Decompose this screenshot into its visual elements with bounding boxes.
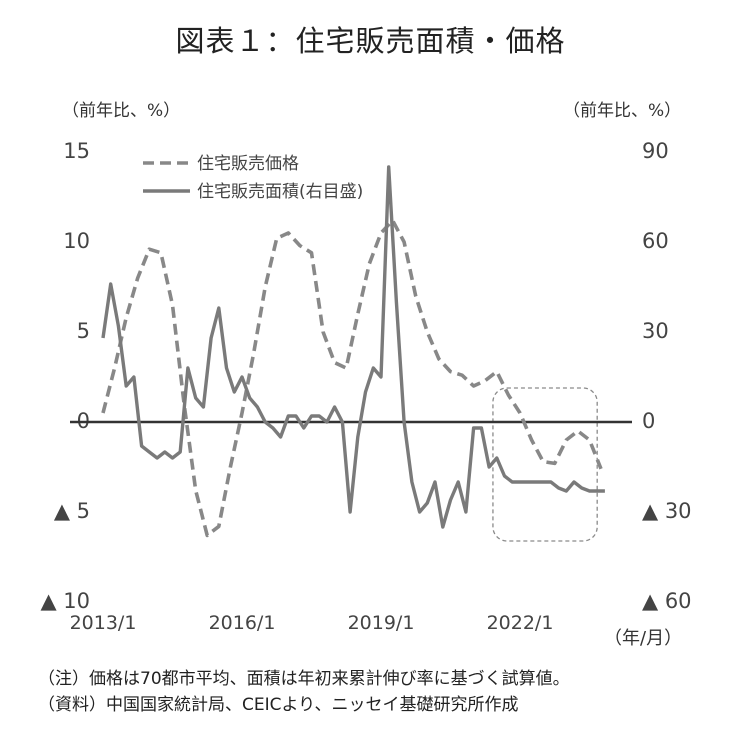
chart-title: 図表１：住宅販売面積・価格 — [175, 24, 566, 58]
source-text: （資料）中国国家統計局、CEICより、ニッセイ基礎研究所作成 — [38, 695, 519, 715]
x-tick: 2013/1 — [69, 612, 137, 634]
left-y-tick: 15 — [63, 139, 90, 163]
right-y-tick: ▲ 30 — [642, 499, 692, 523]
highlight-box — [492, 387, 598, 542]
left-y-tick: 10 — [63, 229, 90, 253]
right-axis-unit: （前年比、%） — [563, 101, 682, 121]
x-tick: 2019/1 — [347, 612, 415, 634]
left-y-tick: 5 — [76, 319, 90, 343]
legend-label: 住宅販売面積(右目盛) — [197, 182, 363, 202]
legend-label: 住宅販売価格 — [197, 154, 299, 174]
right-y-tick: 30 — [642, 319, 669, 343]
x-tick: 2022/1 — [486, 612, 554, 634]
right-y-tick: 60 — [642, 229, 669, 253]
right-y-tick: 0 — [642, 409, 656, 433]
area-series-line — [101, 165, 605, 529]
note-text: （注）価格は70都市平均、面積は年初来累計伸び率に基づく試算値。 — [38, 669, 570, 689]
x-tick: 2016/1 — [208, 612, 276, 634]
left-y-tick: ▲ 10 — [40, 589, 90, 613]
x-axis-unit: （年/月） — [604, 628, 683, 649]
left-y-tick: ▲ 5 — [53, 499, 90, 523]
price-series-line — [101, 218, 603, 538]
left-axis-unit: （前年比、%） — [62, 101, 181, 121]
right-y-tick: 90 — [642, 139, 669, 163]
right-y-tick: ▲ 60 — [642, 589, 692, 613]
